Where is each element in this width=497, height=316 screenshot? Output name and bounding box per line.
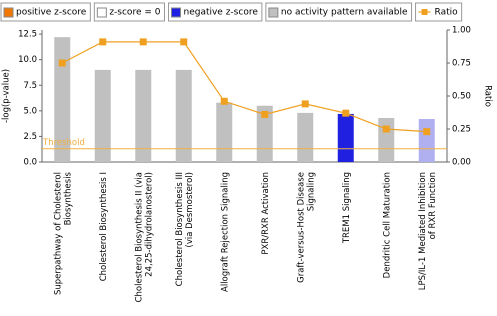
bar [54, 37, 71, 162]
bar [94, 69, 111, 162]
bar [418, 119, 435, 162]
legend-swatch [3, 7, 14, 18]
ratio-marker [382, 125, 390, 133]
ratio-marker [301, 100, 309, 108]
y2-tick-label: 0.50 [452, 92, 471, 102]
y-tick-label: 2.5 [23, 132, 37, 142]
y-tick-label: 5.0 [23, 106, 37, 116]
y-tick-label: 12.5 [18, 30, 37, 40]
y2-tick-label: 1.00 [452, 26, 471, 36]
legend-box [93, 2, 165, 22]
y-tick-label: 7.5 [23, 81, 37, 91]
bar [297, 112, 314, 162]
y2-tick-label: 0.25 [452, 125, 471, 135]
y2-tick-label: 0.00 [452, 158, 471, 168]
legend-swatch [268, 7, 279, 18]
ratio-marker [423, 128, 431, 136]
threshold-label: Threshold [42, 138, 85, 148]
legend-box [415, 2, 463, 22]
legend-label: positive z-score [16, 8, 87, 18]
legend-label: negative z-score [183, 8, 258, 18]
ratio-marker [342, 109, 350, 117]
legend-marker [421, 9, 428, 15]
x-tick-label: Graft-versus-Host DiseaseSignaling [296, 172, 316, 283]
y-axis-label: -log(p-value) [2, 69, 12, 123]
legend-box [167, 2, 263, 22]
x-tick-label: PXR/RXR Activation [260, 172, 270, 255]
ratio-marker [180, 38, 188, 46]
x-tick-label: Allograft Rejection Signaling [220, 172, 230, 292]
x-tick-label: TREM1 Signaling [341, 172, 351, 244]
legend-label: Ratio [435, 8, 459, 18]
legend-box [0, 2, 91, 22]
bar [175, 69, 192, 162]
y2-tick-label: 0.75 [452, 59, 471, 69]
bar [216, 102, 233, 162]
y2-axis-label: Ratio [483, 85, 493, 107]
x-tick-label: LPS/IL-1 Mediated Inhibitionof RXR Funct… [417, 172, 437, 290]
ratio-line [61, 41, 427, 133]
x-tick-label: Cholesterol Biosynthesis II (via24,25-di… [134, 172, 154, 302]
bar [135, 69, 152, 162]
x-tick-label: Cholesterol Biosynthesis III(via Desmost… [174, 172, 194, 286]
bar [256, 105, 273, 162]
ratio-marker [58, 59, 66, 67]
ratio-marker [261, 110, 269, 118]
ratio-marker [220, 97, 228, 105]
y-tick-label: 0.0 [23, 158, 37, 168]
x-tick-label: Cholesterol Biosynthesis I [98, 172, 108, 281]
bar [337, 113, 354, 162]
x-tick-label: Dendritic Cell Maturation [382, 172, 392, 278]
legend-swatch [96, 7, 107, 18]
legend-label: z-score = 0 [109, 8, 160, 18]
legend: positive z-score z-score = 0 negative z-sc… [0, 2, 463, 22]
ratio-marker [139, 38, 147, 46]
ratio-marker [99, 38, 107, 46]
legend-box [265, 2, 413, 22]
legend-label: no activity pattern available [281, 8, 408, 18]
bar [378, 118, 395, 162]
y-tick-label: 10.0 [18, 55, 37, 65]
legend-swatch [170, 7, 181, 18]
x-tick-label: Superpathway of CholesterolBiosynthesis [53, 171, 73, 295]
